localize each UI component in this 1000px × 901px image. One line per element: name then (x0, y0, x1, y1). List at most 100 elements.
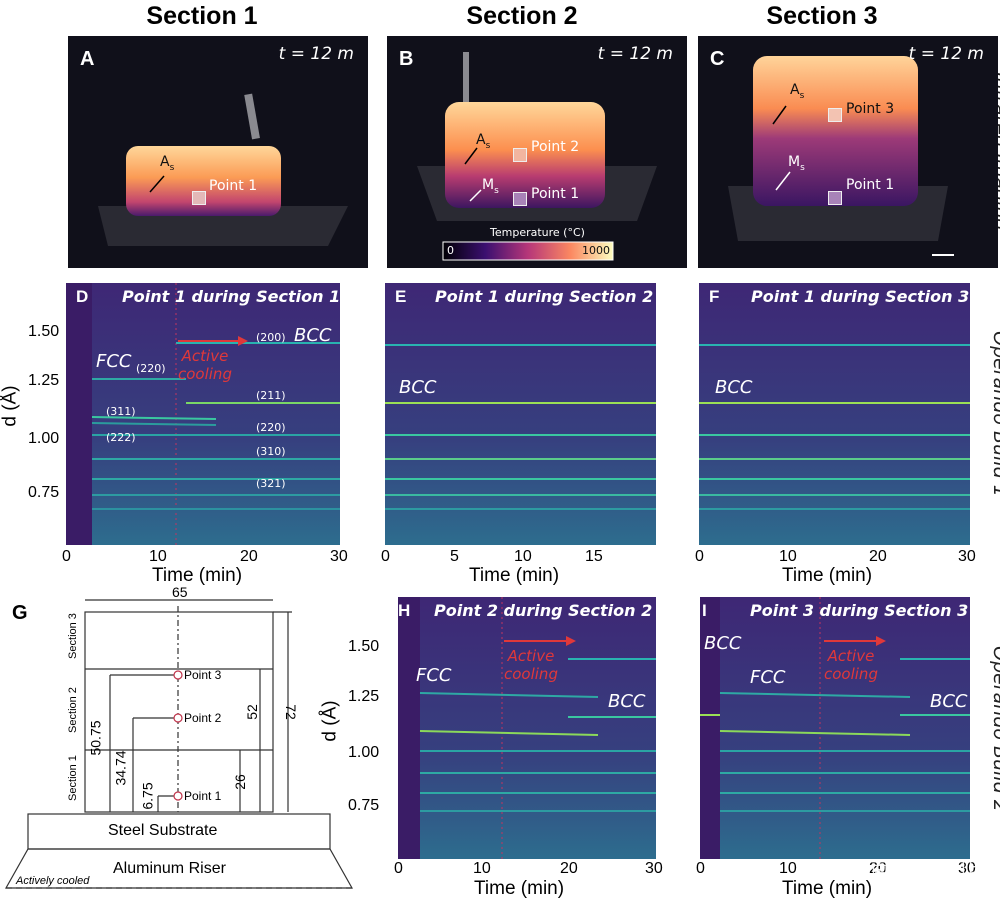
y-tick: 1.50 (348, 638, 380, 655)
y-axis-label-d: d (Å) (0, 385, 21, 427)
panel-letter-c: C (710, 48, 725, 70)
ir-panel-b: B t = 12 m As Ms Point 2 Point 1 Tempera… (387, 36, 687, 268)
bcc-label: BCC (715, 377, 753, 398)
colorbar-title: Temperature (°C) (490, 226, 585, 239)
x-tick: 10 (514, 548, 532, 565)
ms-label-c: Ms (788, 154, 805, 173)
point-label: Point 2 (531, 139, 580, 155)
point-marker (513, 192, 527, 206)
panel-letter-e: E (395, 287, 407, 306)
x-tick: 15 (585, 548, 603, 565)
point-label: Point 1 (531, 186, 580, 202)
panel-letter-b: B (399, 48, 414, 70)
substrate-label: Steel Substrate (108, 822, 218, 839)
fcc-label: FCC (416, 665, 452, 686)
point-marker (828, 108, 842, 122)
time-label-a: t = 12 m (278, 44, 354, 64)
width-dim: 65 (172, 584, 188, 600)
dim-72: 72 (282, 704, 299, 720)
ir-panel-a: A t = 12 m As Point 1 (68, 36, 368, 268)
hkl-label: (311) (106, 405, 136, 418)
x-tick: 0 (695, 548, 704, 565)
as-label-b: As (476, 132, 491, 151)
point-marker (828, 191, 842, 205)
panel-letter-i: I (702, 601, 707, 620)
hkl-label: (310) (256, 445, 286, 458)
point-3-label: Point 3 (184, 668, 222, 682)
xrd-heatmap-f (699, 283, 970, 545)
y-tick: 0.75 (28, 484, 60, 501)
point-marker (513, 148, 527, 162)
bcc-label: BCC (930, 691, 968, 712)
build-diagram (4, 599, 354, 889)
xrd-heatmap-h (398, 597, 656, 859)
section-1-title: Section 1 (146, 2, 258, 30)
xrd-heatmap-d (66, 283, 340, 545)
active-cooling-label: Active cooling (824, 647, 878, 683)
x-tick: 0 (62, 548, 71, 565)
x-tick: 10 (779, 860, 797, 877)
section-3-title: Section 3 (766, 2, 878, 30)
panel-title-e: Point 1 during Section 2 (435, 287, 654, 306)
ir-image-a (98, 93, 348, 246)
point-marker (192, 191, 206, 205)
time-label-c: t = 12 m (908, 44, 984, 64)
dim-3474: 34.74 (112, 750, 129, 786)
xrd-panel-f: F Point 1 during Section 3 BCC (699, 283, 970, 545)
bcc-label: BCC (294, 325, 332, 346)
y-tick: 1.00 (28, 430, 60, 447)
x-tick: 20 (869, 860, 887, 877)
active-cooling-label: Active cooling (178, 347, 232, 383)
x-tick: 10 (473, 860, 491, 877)
panel-title-i: Point 3 during Section 3 (750, 601, 969, 620)
section-2-title: Section 2 (466, 2, 578, 30)
panel-title-h: Point 2 during Section 2 (434, 601, 653, 620)
side-label-build2: Operando Build 2 (989, 646, 1000, 812)
dim-675: 6.75 (139, 782, 156, 810)
as-label-a: As (160, 154, 175, 173)
x-axis-label-i: Time (min) (782, 878, 873, 899)
watermark: 南极熊3D打印 (870, 859, 986, 880)
x-tick: 0 (381, 548, 390, 565)
xrd-heatmap-i (700, 597, 970, 859)
xrd-panel-d: D Point 1 during Section 1 FCC BCC Activ… (66, 283, 340, 545)
x-tick: 30 (330, 548, 348, 565)
point-label: Point 1 (846, 177, 895, 193)
point-label: Point 3 (846, 101, 895, 117)
x-axis-label-f: Time (min) (782, 565, 873, 586)
x-tick: 20 (869, 548, 887, 565)
y-tick: 1.00 (348, 744, 380, 761)
ms-label-b: Ms (482, 177, 499, 196)
panel-title-f: Point 1 during Section 3 (751, 287, 970, 306)
y-tick: 1.50 (28, 323, 60, 340)
dim-52: 52 (243, 704, 260, 720)
x-tick: 0 (394, 860, 403, 877)
section-2-label: Section 2 (66, 687, 79, 733)
y-tick: 1.25 (348, 688, 380, 705)
y-tick: 1.25 (28, 372, 60, 389)
fcc-label: FCC (96, 351, 132, 372)
xrd-heatmap-e (385, 283, 656, 545)
hkl-label: (211) (256, 389, 286, 402)
point-label: Point 1 (209, 178, 258, 194)
active-cooling-label: Active cooling (504, 647, 558, 683)
xrd-panel-i: I Point 3 during Section 3 BCC FCC BCC A… (700, 597, 970, 859)
panel-letter-f: F (709, 287, 720, 306)
dim-26: 26 (231, 774, 248, 790)
ir-image-c (728, 56, 954, 256)
ir-panel-c: C t = 12 m As Ms Point 3 Point 1 (698, 36, 998, 268)
hkl-label: (321) (256, 477, 286, 490)
panel-letter-a: A (80, 48, 95, 70)
bcc-label: BCC (608, 691, 646, 712)
x-tick: 10 (149, 548, 167, 565)
x-tick: 20 (560, 860, 578, 877)
section-3-label: Section 3 (66, 613, 79, 659)
y-tick: 0.75 (348, 797, 380, 814)
riser-label: Aluminum Riser (113, 860, 226, 877)
x-axis-label-h: Time (min) (474, 878, 565, 899)
panel-letter-d: D (76, 287, 89, 306)
side-label-build1: Operando Build 1 (989, 331, 1000, 497)
diagram-g: G 65 Section 3 Section 2 Section 1 Point… (0, 584, 360, 901)
x-tick: 20 (240, 548, 258, 565)
x-tick: 30 (958, 548, 976, 565)
